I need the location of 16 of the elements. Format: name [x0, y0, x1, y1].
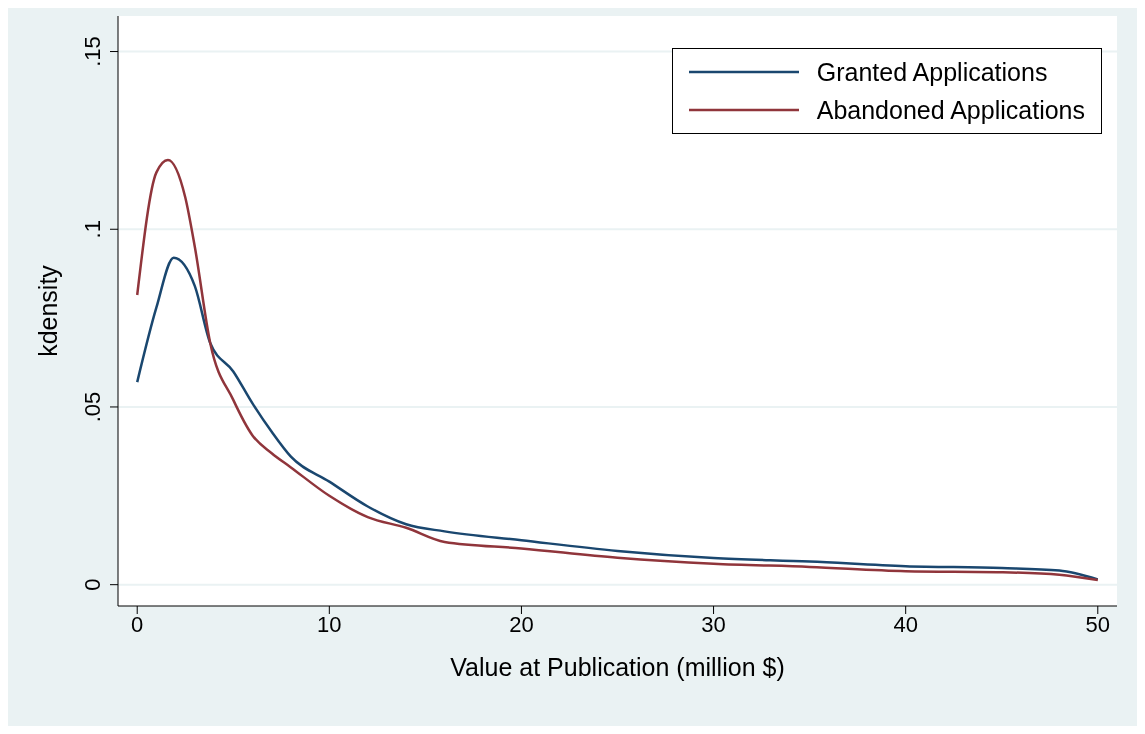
line-series	[135, 256, 1100, 581]
x-tick-label: 30	[701, 611, 726, 637]
legend-label: Abandoned Applications	[816, 95, 1085, 125]
x-tick-label: 20	[509, 611, 534, 637]
y-axis-title: kdensity	[33, 264, 62, 357]
x-axis-title: Value at Publication (million $)	[450, 653, 785, 681]
x-tick-label: 0	[131, 611, 144, 637]
x-tick-label: 50	[1085, 611, 1111, 637]
y-tick-label: .1	[80, 220, 105, 239]
line-series	[135, 158, 1100, 582]
x-tick-label: 40	[893, 611, 918, 637]
y-tick-label: .15	[80, 36, 105, 67]
x-tick-label: 10	[317, 611, 342, 637]
y-tick-label: .05	[80, 391, 105, 423]
y-tick-label: 0	[80, 578, 105, 591]
legend-label: Granted Applications	[816, 57, 1048, 87]
